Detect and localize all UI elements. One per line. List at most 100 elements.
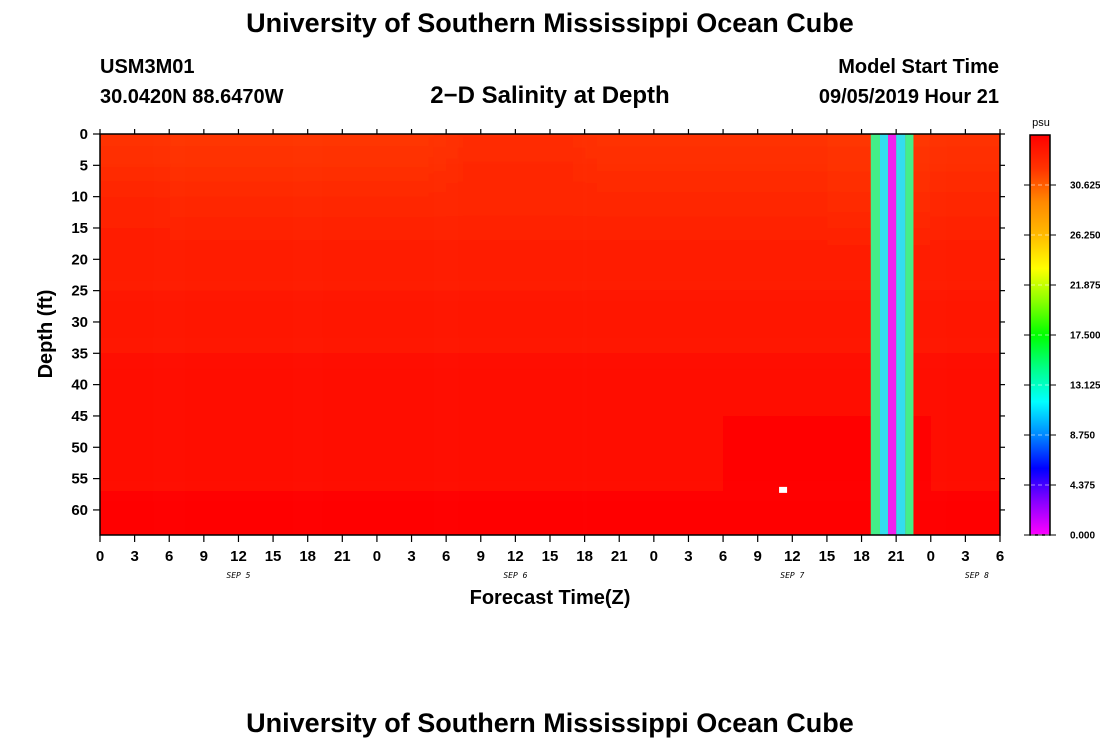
x-tick-label: 21 xyxy=(888,548,905,565)
salinity-cell xyxy=(584,415,724,492)
colorbar-tick-label: 8.750 xyxy=(1070,431,1095,442)
date-label: SEP 5 xyxy=(226,571,250,580)
anomaly-columns xyxy=(870,134,914,535)
colorbar-tick-label: 13.125 xyxy=(1070,381,1100,392)
x-tick-label: 6 xyxy=(165,548,173,565)
y-tick-label: 10 xyxy=(71,189,88,206)
salinity-cell xyxy=(723,353,827,416)
page-title: University of Southern Mississippi Ocean… xyxy=(246,8,854,38)
salinity-cell xyxy=(307,134,447,150)
salinity-cell xyxy=(169,149,308,181)
x-tick-label: 15 xyxy=(819,548,836,565)
anomaly-column xyxy=(896,134,906,535)
salinity-field xyxy=(100,134,1000,535)
salinity-cell xyxy=(307,227,447,291)
colorbar-unit: psu xyxy=(1032,117,1050,129)
salinity-cell xyxy=(307,415,447,492)
salinity-cell xyxy=(584,227,724,291)
y-tick-label: 35 xyxy=(71,345,88,362)
salinity-cell xyxy=(584,290,724,354)
x-tick-label: 0 xyxy=(927,548,935,565)
anomaly-column xyxy=(905,134,914,535)
salinity-cell xyxy=(723,491,827,535)
salinity-cell xyxy=(100,491,170,535)
salinity-cell xyxy=(307,290,447,354)
salinity-cell xyxy=(723,290,827,354)
date-label: SEP 7 xyxy=(780,571,804,580)
salinity-cell xyxy=(169,290,308,354)
salinity-cell xyxy=(930,134,1000,150)
y-tick-label: 55 xyxy=(71,471,88,488)
x-tick-label: 3 xyxy=(130,548,138,565)
salinity-cell xyxy=(100,353,170,416)
x-tick-label: 12 xyxy=(507,548,524,565)
x-tick-label: 18 xyxy=(853,548,870,565)
x-tick-label: 9 xyxy=(200,548,208,565)
colorbar-tick-label: 4.375 xyxy=(1070,481,1095,492)
colorbar-tick-label: 17.500 xyxy=(1070,331,1100,342)
salinity-cell xyxy=(169,415,308,492)
x-tick-label: 9 xyxy=(754,548,762,565)
x-tick-label: 0 xyxy=(96,548,104,565)
salinity-cell xyxy=(169,134,308,150)
colorbar-tick-label: 30.625 xyxy=(1070,181,1100,192)
x-tick-label: 21 xyxy=(611,548,628,565)
salinity-cell xyxy=(100,180,170,228)
salinity-cell xyxy=(169,180,308,228)
salinity-cell xyxy=(723,149,827,181)
x-tick-label: 6 xyxy=(996,548,1004,565)
anomaly-column xyxy=(888,134,897,535)
y-tick-label: 50 xyxy=(71,439,88,456)
salinity-cell xyxy=(723,227,827,291)
x-tick-label: 21 xyxy=(334,548,351,565)
x-axis-label: Forecast Time(Z) xyxy=(470,587,631,609)
salinity-cell xyxy=(446,227,585,291)
y-tick-label: 25 xyxy=(71,283,88,300)
x-tick-label: 12 xyxy=(230,548,247,565)
salinity-cell xyxy=(446,149,585,181)
plot-title: 2−D Salinity at Depth xyxy=(430,82,670,109)
salinity-cell xyxy=(723,415,827,492)
date-label: SEP 8 xyxy=(965,571,989,580)
x-tick-label: 3 xyxy=(684,548,692,565)
salinity-cell xyxy=(723,180,827,228)
salinity-cell xyxy=(723,134,827,150)
salinity-cell xyxy=(584,134,724,150)
salinity-cell xyxy=(100,134,170,150)
salinity-cell xyxy=(169,353,308,416)
x-tick-label: 15 xyxy=(542,548,559,565)
y-tick-label: 5 xyxy=(80,157,88,174)
salinity-cell xyxy=(100,149,170,181)
salinity-cell xyxy=(169,491,308,535)
salinity-cell xyxy=(930,149,1000,181)
salinity-cell xyxy=(307,180,447,228)
salinity-cell xyxy=(930,290,1000,354)
x-axis: 0 3 6 9 12 15 18 21 0 3 6 9 12 15 18 21 0 3 6 9 12 15 18 21 0 3 6 xyxy=(96,129,1004,565)
salinity-cell xyxy=(584,180,724,228)
salinity-cell xyxy=(584,491,724,535)
salinity-cell xyxy=(930,415,1000,492)
salinity-cell xyxy=(930,353,1000,416)
x-tick-label: 18 xyxy=(299,548,316,565)
date-labels: SEP 5 SEP 6 SEP 7 SEP 8 xyxy=(226,571,989,580)
model-start-label: Model Start Time xyxy=(838,56,999,78)
x-tick-label: 0 xyxy=(650,548,658,565)
salinity-cell xyxy=(584,149,724,181)
salinity-cell xyxy=(446,134,585,150)
x-tick-label: 18 xyxy=(576,548,593,565)
station-coordinates: 30.0420N 88.6470W xyxy=(100,86,284,108)
salinity-cell xyxy=(584,353,724,416)
date-label: SEP 6 xyxy=(503,571,527,580)
salinity-cell xyxy=(307,491,447,535)
x-tick-label: 6 xyxy=(719,548,727,565)
x-tick-label: 0 xyxy=(373,548,381,565)
y-axis: 0 5 10 15 20 25 30 35 40 45 50 55 60 xyxy=(71,126,1005,519)
y-tick-label: 60 xyxy=(71,502,88,519)
x-tick-label: 9 xyxy=(477,548,485,565)
salinity-cell xyxy=(446,180,585,228)
footer-title: University of Southern Mississippi Ocean… xyxy=(246,708,854,738)
salinity-cell xyxy=(100,415,170,492)
colorbar: psu 0.000 4.375 8.750 13.125 17.500 21.875 26.… xyxy=(1024,117,1100,542)
salinity-cell xyxy=(169,227,308,291)
